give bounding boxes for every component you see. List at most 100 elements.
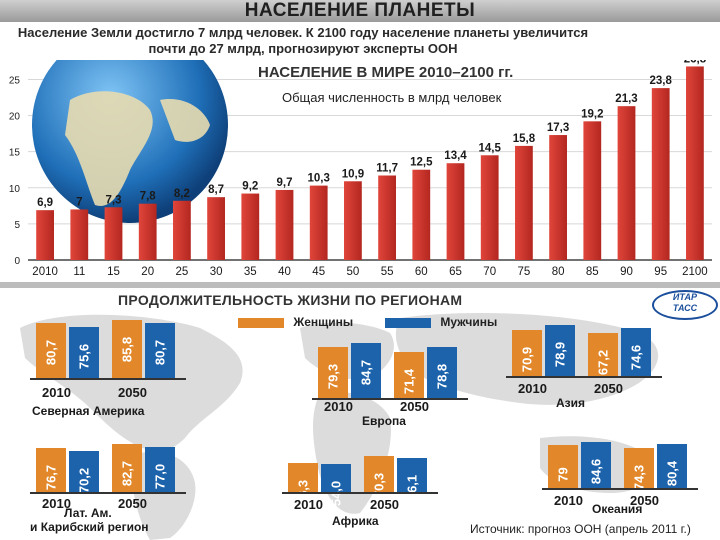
women-bar: 85,8	[112, 320, 142, 378]
bar-value-text: 66,1	[404, 474, 420, 501]
year-label: 2050	[370, 497, 399, 512]
bar-value-label: 14,5	[479, 142, 502, 154]
region-name: Лат. Ам.	[64, 506, 112, 520]
x-tick-label: 60	[415, 266, 428, 278]
bar-value-label: 7	[76, 196, 82, 208]
population-bar	[36, 210, 54, 260]
men-bar: 66,1	[397, 458, 427, 500]
bar-value-label: 9,7	[277, 177, 293, 189]
population-bar	[138, 203, 157, 260]
lead-line-1: Население Земли достигло 7 млрд человек.…	[17, 25, 589, 40]
men-bar: 77,0	[145, 447, 175, 492]
region-baseline	[312, 398, 468, 400]
bar-value-text: 76,7	[43, 464, 59, 491]
lead-line-2: почти до 27 млрд, прогнозируют эксперты …	[148, 41, 458, 56]
population-bar	[70, 209, 89, 260]
population-bar-chart: 0 5 10 15 20 25 6,9 2010 7 11 7,3 15 7,8 20 8,2 25 8,7 30…	[9, 60, 712, 278]
logo-line-1: ИТАР	[672, 292, 698, 302]
region-name: Европа	[362, 414, 406, 428]
region-group: 70,9 78,9 67,2 74,6 2010 2050 Азия	[506, 288, 672, 540]
population-bar	[207, 197, 225, 260]
bar-value-label: 19,2	[581, 108, 603, 120]
year-label: 2010	[554, 493, 583, 508]
x-tick-label: 45	[312, 266, 325, 278]
region-group: 76,7 70,2 82,7 77,0 2010 2050 Лат. Ам. и Карибс…	[30, 288, 196, 540]
y-tick-label: 25	[9, 75, 21, 86]
men-bar: 84,7	[351, 343, 381, 398]
year-label: 2050	[118, 385, 147, 400]
women-bar: 82,7	[112, 444, 142, 492]
legend-women: Женщины	[238, 315, 353, 329]
bar-value-text: 82,7	[119, 460, 135, 487]
women-bar: 74,3	[624, 448, 654, 490]
women-bar: 79,3	[318, 347, 348, 398]
x-tick-label: 70	[483, 266, 496, 278]
bar-value-label: 8,7	[208, 184, 224, 196]
x-tick-label: 85	[586, 266, 599, 278]
year-label: 2010	[324, 399, 353, 414]
region-name: Океания	[592, 502, 643, 516]
x-tick-label: 95	[654, 266, 667, 278]
bar-value-label: 9,2	[242, 181, 258, 193]
x-tick-label: 55	[381, 266, 394, 278]
logo-line-2: ТАСС	[672, 303, 698, 313]
population-bar	[309, 185, 328, 260]
region-baseline	[30, 492, 186, 494]
women-bar: 79	[548, 445, 578, 488]
region-baseline	[506, 376, 662, 378]
year-label: 2010	[42, 385, 71, 400]
lead-text: Население Земли достигло 7 млрд человек.…	[8, 25, 598, 57]
men-bar: 84,6	[581, 442, 611, 488]
population-bar	[515, 145, 533, 260]
x-tick-label: 40	[278, 266, 291, 278]
x-tick-label: 15	[107, 266, 120, 278]
life-expectancy-title: ПРОДОЛЖИТЕЛЬНОСТЬ ЖИЗНИ ПО РЕГИОНАМ	[118, 292, 463, 308]
legend-men-label: Мужчины	[440, 315, 498, 329]
population-bar	[275, 189, 294, 260]
year-label: 2010	[518, 381, 547, 396]
women-bar: 67,2	[588, 333, 618, 376]
population-bar	[173, 200, 191, 260]
women-bar: 70,9	[512, 330, 542, 376]
region-name: Азия	[556, 396, 586, 410]
bar-value-label: 13,4	[444, 150, 467, 162]
bar-value-label: 6,9	[37, 197, 53, 209]
x-tick-label: 25	[176, 266, 189, 278]
x-tick-label: 11	[73, 266, 85, 278]
population-bar	[549, 135, 567, 260]
women-bar: 80,7	[36, 323, 66, 378]
page-title: НАСЕЛЕНИЕ ПЛАНЕТЫ	[244, 0, 476, 21]
region-baseline	[542, 488, 698, 490]
population-bar	[651, 88, 670, 260]
x-tick-label: 65	[449, 266, 462, 278]
itar-tass-logo: ИТАР ТАСС	[652, 290, 718, 320]
bar-value-label: 7,3	[106, 194, 122, 206]
x-tick-label: 90	[620, 266, 633, 278]
women-bar: 71,4	[394, 352, 424, 398]
year-label: 2050	[630, 493, 659, 508]
legend-women-label: Женщины	[293, 315, 354, 329]
population-bar	[686, 66, 704, 260]
men-bar: 74,6	[621, 328, 651, 376]
region-group: 56,354,0 70,3 66,1 2010 2050 Африка	[282, 288, 448, 540]
population-bar	[617, 106, 636, 260]
title-banner	[0, 0, 720, 22]
men-bar: 80,4	[657, 444, 687, 488]
x-tick-label: 50	[347, 266, 360, 278]
legend-women-swatch	[238, 317, 284, 328]
bar-value-label: 8,2	[174, 188, 190, 200]
men-bar: 54,0	[321, 464, 351, 506]
year-label: 2010	[294, 497, 323, 512]
x-tick-label: 2100	[682, 266, 708, 278]
men-bar: 78,8	[427, 347, 457, 398]
men-bar: 78,9	[545, 325, 575, 376]
x-tick-label: 2010	[32, 266, 58, 278]
population-bar	[412, 169, 431, 260]
bar-value-label: 21,3	[615, 93, 637, 105]
x-tick-label: 30	[210, 266, 223, 278]
region-name: Северная Америка	[32, 404, 145, 418]
y-tick-label: 0	[14, 256, 20, 267]
bar-value-text: 70,9	[519, 346, 535, 373]
chart-title: НАСЕЛЕНИЕ В МИРЕ 2010–2100 гг.	[258, 64, 514, 81]
bar-value-text: 70,3	[371, 472, 387, 499]
